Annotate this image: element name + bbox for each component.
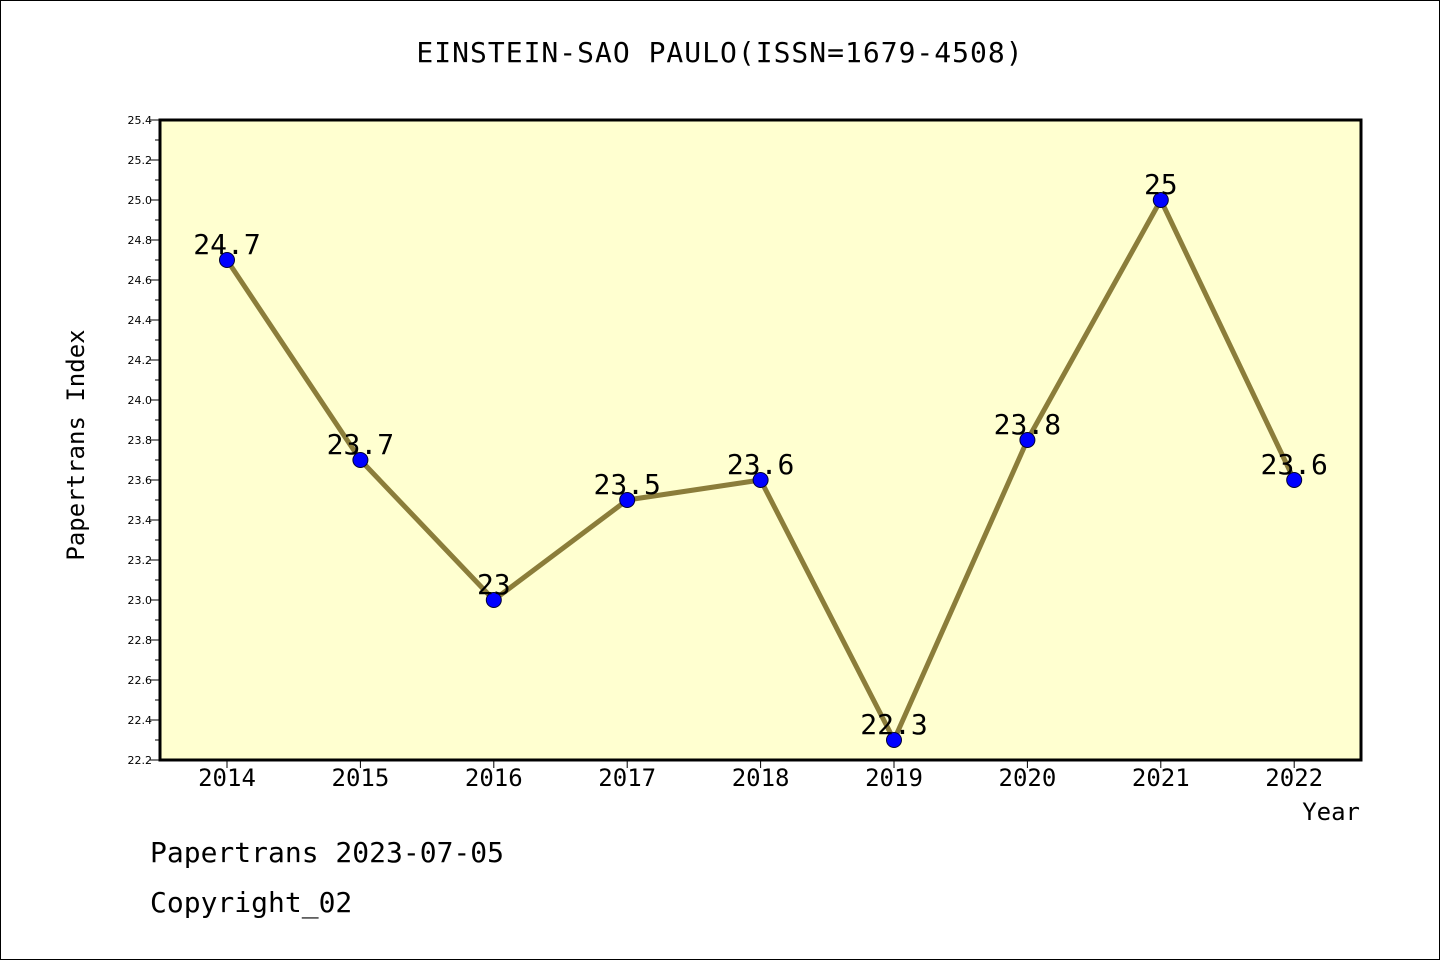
data-point [619,492,636,508]
footer-date: Papertrans 2023-07-05 [150,836,505,869]
y-tick-label: 22.6 [128,674,153,687]
y-tick-label: 24.4 [128,314,153,327]
y-tick-label: 22.4 [128,714,153,727]
x-tick-label: 2018 [732,764,790,792]
x-axis-label: Year [1302,798,1360,826]
footer-copyright: Copyright_02 [150,886,353,919]
data-point [752,472,769,488]
data-label: 23.6 [1260,448,1327,481]
data-label: 22.3 [860,708,927,741]
y-tick-label: 25.4 [128,114,153,127]
y-tick-label: 23.2 [128,554,153,567]
y-tick-label: 22.2 [128,754,153,767]
y-tick-label: 23.0 [128,594,153,607]
plot-area [158,118,1363,762]
x-tick-label: 2022 [1265,764,1323,792]
data-label: 24.7 [193,228,260,261]
data-point [1286,472,1303,488]
x-tick-label: 2014 [198,764,256,792]
data-point [352,452,369,468]
y-tick-label: 25.0 [128,194,153,207]
data-label: 23.6 [727,448,794,481]
x-tick-label: 2021 [1132,764,1190,792]
y-axis-label: Papertrans Index [62,329,90,560]
y-tick-label: 24.2 [128,354,153,367]
data-label: 25 [1144,168,1178,201]
data-point [1152,192,1169,208]
y-tick-label: 22.8 [128,634,153,647]
data-label: 23.8 [994,408,1061,441]
data-label: 23 [477,568,511,601]
y-tick-label: 24.0 [128,394,153,407]
x-tick-label: 2016 [465,764,523,792]
x-tick-label: 2017 [598,764,656,792]
data-point [485,592,502,608]
y-tick-label: 24.8 [128,234,153,247]
x-tick-label: 2020 [999,764,1057,792]
y-tick-label: 24.6 [128,274,153,287]
data-label: 23.7 [327,428,394,461]
data-point [1019,432,1036,448]
y-tick-label: 23.8 [128,434,153,447]
x-tick-label: 2015 [332,764,390,792]
chart-title: EINSTEIN-SAO PAULO(ISSN=1679-4508) [416,36,1024,69]
y-tick-label: 25.2 [128,154,153,167]
data-point [886,732,902,748]
data-label: 23.5 [593,468,660,501]
x-tick-label: 2019 [865,764,923,792]
y-tick-label: 23.6 [128,474,153,487]
data-point [219,252,235,268]
y-tick-label: 23.4 [128,514,153,527]
